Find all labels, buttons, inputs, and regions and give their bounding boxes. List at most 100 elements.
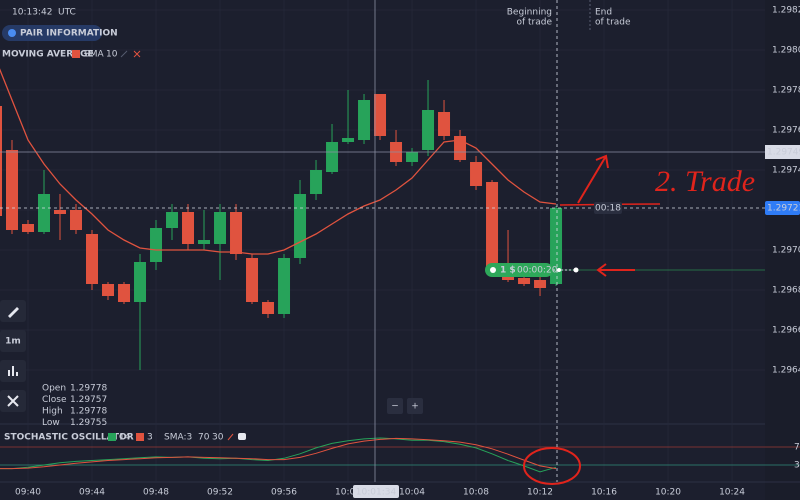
zoom-out-label[interactable]: − xyxy=(391,402,399,412)
y-tick-label: 30 xyxy=(794,461,800,471)
candle-body xyxy=(326,142,339,172)
trade-start-label: Beginning xyxy=(507,8,552,18)
grid xyxy=(0,0,800,482)
trade-amount: 1 $ xyxy=(500,266,516,276)
legend-swatch xyxy=(136,433,144,441)
x-tick-label: 10:16 xyxy=(591,488,617,498)
candle-body xyxy=(262,302,275,314)
legend-entry: 14 xyxy=(119,433,131,443)
candle-body xyxy=(518,278,531,284)
candle-body xyxy=(22,224,35,232)
clock: 10:13:42 xyxy=(12,8,52,18)
candle-body xyxy=(38,194,51,232)
pencil-icon xyxy=(8,307,19,318)
ohlc-value: 1.29778 xyxy=(70,407,107,417)
zoom-in-button[interactable] xyxy=(407,398,423,414)
timeframe-label[interactable]: 1m xyxy=(5,337,21,347)
x-tick-label: 10:04 xyxy=(399,488,425,498)
ohlc-value: 1.29757 xyxy=(70,395,107,405)
price-axis-bg xyxy=(765,0,800,500)
legend-level: 30 xyxy=(212,433,224,443)
candle-body xyxy=(406,152,419,162)
x-tick-label: 10:24 xyxy=(719,488,745,498)
ohlc-value: 1.29778 xyxy=(70,384,107,394)
candle-body xyxy=(150,228,163,262)
trade-timer: 00:00:20 xyxy=(517,266,558,276)
legend-period: 10 xyxy=(106,50,118,60)
countdown-label: 00:18 xyxy=(595,204,621,214)
legend-level: 70 xyxy=(198,433,210,443)
x-tick-label: 09:48 xyxy=(143,488,169,498)
annotation-circle xyxy=(523,447,581,485)
candle-body xyxy=(294,194,307,258)
x-tick-label: 10:00 xyxy=(335,488,361,498)
edit-icon[interactable] xyxy=(120,50,128,58)
legend-ma: SMA:3 xyxy=(164,433,192,443)
ohlc-label: Open xyxy=(42,384,66,394)
zoom-out-button[interactable] xyxy=(387,398,403,414)
edit-icon xyxy=(227,433,234,441)
candle-body xyxy=(422,110,435,150)
zoom-in-label[interactable]: + xyxy=(411,402,419,412)
trade-eye xyxy=(490,267,496,273)
candle-body xyxy=(310,170,323,194)
settings-icon xyxy=(238,433,246,440)
candle-body xyxy=(342,138,355,142)
x-tick-label: 09:40 xyxy=(15,488,41,498)
trade-arrow xyxy=(596,263,635,277)
candle-body xyxy=(438,112,451,136)
candle-body xyxy=(214,212,227,244)
legend-swatch xyxy=(108,433,116,441)
indicator-icon xyxy=(7,395,19,407)
candle-body xyxy=(182,212,195,244)
y-tick-label: 1.2966 xyxy=(772,326,800,336)
crosshair-price-label: 1.29749 xyxy=(767,148,800,158)
y-tick-label: 1.2970 xyxy=(772,246,800,256)
timezone: UTC xyxy=(58,8,76,18)
trade-start-label: of trade xyxy=(516,18,552,28)
y-tick-label: 70 xyxy=(794,443,800,453)
y-tick-label: 1.2976 xyxy=(772,126,800,136)
y-tick-label: 1.2968 xyxy=(772,286,800,296)
legend-entry: SMA xyxy=(84,50,104,60)
oscillator-title: STOCHASTIC OSCILLATOR xyxy=(4,433,134,443)
x-tick-label: 09:52 xyxy=(207,488,233,498)
x-tick-label: 09:56 xyxy=(271,488,297,498)
pair-info-label[interactable]: PAIR INFORMATION xyxy=(20,29,118,39)
candle-body xyxy=(166,212,179,228)
pair-info-button[interactable] xyxy=(2,25,102,41)
candle-body xyxy=(86,234,99,284)
trade-dot xyxy=(573,267,579,273)
candle-body xyxy=(134,262,147,302)
remove-icon[interactable] xyxy=(133,50,141,58)
ohlc-label: High xyxy=(42,407,63,417)
candle-body xyxy=(6,150,19,230)
y-tick-label: 1.2980 xyxy=(772,46,800,56)
sma-line xyxy=(0,68,557,255)
crosshair-time-label: 10:01:34 xyxy=(356,488,397,498)
candle-body xyxy=(118,284,131,302)
candle-body xyxy=(102,284,115,296)
crosshair-time-box xyxy=(353,485,399,498)
info-icon xyxy=(8,29,16,37)
trade-end-label: End xyxy=(595,8,612,18)
candle-body xyxy=(246,258,259,302)
candle-body xyxy=(54,210,67,214)
oscillator-line xyxy=(0,437,557,470)
current-price-label: 1.29721 xyxy=(767,204,800,214)
ohlc-label: Close xyxy=(42,395,67,405)
x-tick-label: 09:44 xyxy=(79,488,105,498)
ohlc-label: Low xyxy=(42,418,60,428)
candle-body xyxy=(486,182,499,270)
x-tick-label: 10:12 xyxy=(527,488,553,498)
legend-swatch xyxy=(72,50,80,58)
candle-body xyxy=(358,100,371,140)
y-tick-label: 1.2974 xyxy=(772,166,800,176)
annotation-arrow xyxy=(577,154,609,204)
timeframe-button[interactable] xyxy=(0,330,26,352)
candle-body xyxy=(550,208,563,284)
candle-body xyxy=(230,212,243,254)
annotation-text: 2. Trade xyxy=(655,165,755,198)
